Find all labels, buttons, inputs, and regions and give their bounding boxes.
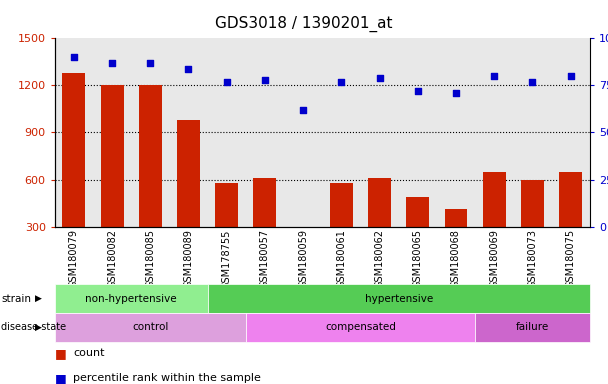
Bar [559,172,582,273]
Point [222,79,232,85]
Text: ▶: ▶ [35,323,42,332]
Bar [246,313,475,342]
Text: disease state: disease state [1,322,66,333]
Bar [207,38,246,227]
Bar [207,284,590,313]
Point [299,107,308,113]
Bar [406,197,429,273]
Point [375,75,384,81]
Point [451,90,461,96]
Bar [361,38,399,227]
Point [260,77,270,83]
Text: non-hypertensive: non-hypertensive [85,293,177,304]
Point [184,65,193,71]
Text: ▶: ▶ [35,294,42,303]
Bar [131,38,170,227]
Bar [100,86,123,273]
Bar [483,172,506,273]
Bar [475,38,513,227]
Bar [139,86,162,273]
Bar [284,38,322,227]
Point [413,88,423,94]
Point [566,73,576,79]
Bar [177,120,200,273]
Bar [444,209,468,273]
Bar [330,183,353,273]
Text: compensated: compensated [325,322,396,333]
Bar [170,38,207,227]
Text: count: count [73,348,105,358]
Text: hypertensive: hypertensive [365,293,433,304]
Point [107,60,117,66]
Bar [215,183,238,273]
Text: strain: strain [1,293,31,304]
Bar [521,180,544,273]
Text: ■: ■ [55,347,66,360]
Bar [551,38,590,227]
Point [489,73,499,79]
Text: GDS3018 / 1390201_at: GDS3018 / 1390201_at [215,15,393,31]
Bar [292,228,314,273]
Text: control: control [132,322,168,333]
Point [528,79,537,85]
Text: failure: failure [516,322,549,333]
Bar [475,313,590,342]
Bar [93,38,131,227]
Bar [55,38,93,227]
Bar [437,38,475,227]
Text: ■: ■ [55,372,66,384]
Point [69,54,78,60]
Bar [513,38,551,227]
Point [336,79,346,85]
Point [145,60,155,66]
Bar [55,284,207,313]
Bar [322,38,361,227]
Bar [246,38,284,227]
Bar [63,73,85,273]
Bar [399,38,437,227]
Bar [254,178,277,273]
Bar [368,178,391,273]
Text: percentile rank within the sample: percentile rank within the sample [73,373,261,383]
Bar [55,313,246,342]
